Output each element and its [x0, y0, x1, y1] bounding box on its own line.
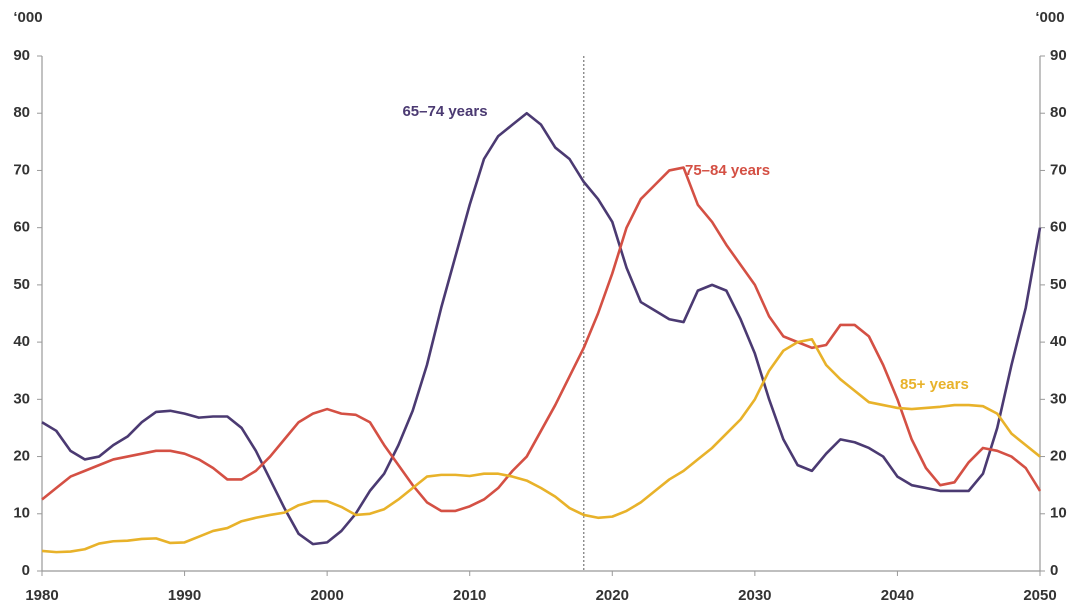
x-tick-label: 1980	[25, 587, 58, 604]
y-tick-label: 30	[13, 390, 30, 407]
y-tick-label: 50	[13, 276, 30, 293]
y2-tick-label: 10	[1050, 505, 1067, 522]
y2-tick-label: 60	[1050, 219, 1067, 236]
x-tick-label: 1990	[168, 587, 201, 604]
x-tick-label: 2000	[310, 587, 343, 604]
y2-tick-label: 0	[1050, 562, 1058, 579]
y2-tick-label: 50	[1050, 276, 1067, 293]
y2-tick-label: 90	[1050, 47, 1067, 64]
series-label: 75–84 years	[685, 162, 770, 179]
series-label: 65–74 years	[402, 103, 487, 120]
y-axis-label: ‘000	[13, 9, 42, 26]
x-tick-label: 2050	[1023, 587, 1056, 604]
y-tick-label: 90	[13, 47, 30, 64]
x-tick-label: 2020	[596, 587, 629, 604]
y-tick-label: 20	[13, 448, 30, 465]
y2-axis-label: ‘000	[1035, 9, 1064, 26]
y-tick-label: 0	[22, 562, 30, 579]
y2-tick-label: 70	[1050, 161, 1067, 178]
x-tick-label: 2010	[453, 587, 486, 604]
series-line	[41, 111, 1042, 546]
series-line	[41, 337, 1041, 554]
series-label: 85+ years	[900, 376, 969, 393]
y-tick-label: 80	[13, 104, 30, 121]
y2-tick-label: 20	[1050, 448, 1067, 465]
y2-tick-label: 80	[1050, 104, 1067, 121]
y-tick-label: 40	[13, 333, 30, 350]
y-tick-label: 10	[13, 505, 30, 522]
y2-tick-label: 30	[1050, 390, 1067, 407]
x-tick-label: 2040	[881, 587, 914, 604]
y-tick-label: 70	[13, 161, 30, 178]
x-tick-label: 2030	[738, 587, 771, 604]
y2-tick-label: 40	[1050, 333, 1067, 350]
series-line	[41, 166, 1042, 513]
y-tick-label: 60	[13, 219, 30, 236]
